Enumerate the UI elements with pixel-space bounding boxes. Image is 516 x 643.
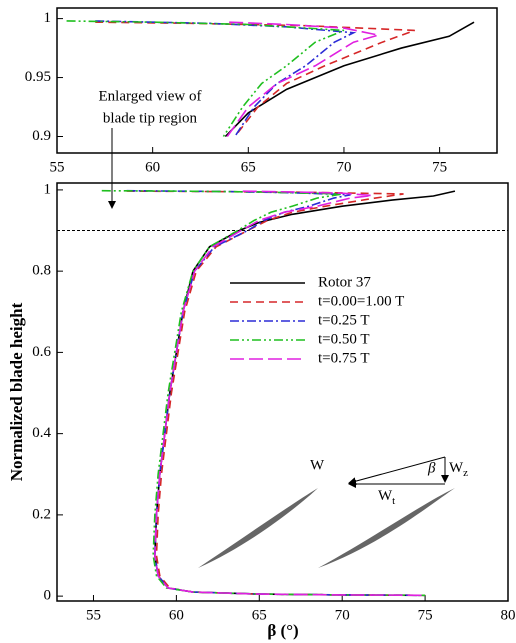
legend-label: Rotor 37 (318, 274, 371, 290)
inset-label: Wz (449, 460, 468, 478)
x-tick-label: 70 (335, 607, 350, 623)
inset-label: z (463, 467, 468, 479)
y-tick-label: 0.2 (32, 506, 51, 522)
y-tick-label: 0.4 (32, 425, 51, 441)
plot-frame (56, 182, 509, 602)
series-line (224, 21, 475, 138)
y-tick-label: 1 (44, 181, 52, 197)
x-tick-label: 55 (86, 607, 101, 623)
x-tick-label: 75 (418, 607, 433, 623)
inset-label: W (378, 488, 393, 504)
inset-label: t (392, 495, 395, 507)
x-axis-label: β (°) (267, 621, 298, 640)
inset-label: W (449, 460, 464, 476)
x-tick-label: 75 (432, 159, 447, 175)
series-line (66, 20, 345, 137)
plot-area (66, 20, 475, 138)
series-line (154, 190, 456, 597)
y-axis-label: Normalized blade height (7, 302, 26, 481)
x-tick-label: 55 (50, 159, 65, 175)
legend-label: t=0.75 T (318, 350, 370, 366)
y-tick-label: 0.6 (32, 344, 51, 360)
inset-label: W (310, 457, 325, 473)
plot-frame (56, 7, 498, 154)
inset-label: Wt (378, 488, 395, 506)
x-tick-label: 65 (241, 159, 256, 175)
annotation: blade tip region (103, 110, 198, 126)
y-tick-label: 0.95 (25, 69, 51, 85)
x-tick-label: 65 (252, 607, 267, 623)
annotation: Enlarged view of (98, 88, 201, 104)
y-tick-label: 0.9 (32, 128, 51, 144)
vector-w (348, 456, 446, 486)
x-tick-label: 70 (336, 159, 351, 175)
legend-label: t=0.25 T (318, 312, 370, 328)
y-tick-label: 0.8 (32, 263, 51, 279)
series-line (154, 190, 426, 597)
blade (318, 488, 455, 568)
inset-label: β (427, 460, 436, 476)
blade (198, 488, 318, 568)
y-tick-label: 1 (44, 10, 52, 26)
legend-label: t=0.50 T (318, 331, 370, 347)
plot-area (101, 189, 456, 597)
x-tick-label: 80 (501, 607, 516, 623)
series-line (226, 21, 379, 137)
x-tick-label: 60 (145, 159, 160, 175)
legend-label: t=0.00=1.00 T (318, 293, 404, 309)
x-tick-label: 60 (169, 607, 184, 623)
y-tick-label: 0 (44, 588, 52, 604)
series-line (95, 20, 357, 137)
